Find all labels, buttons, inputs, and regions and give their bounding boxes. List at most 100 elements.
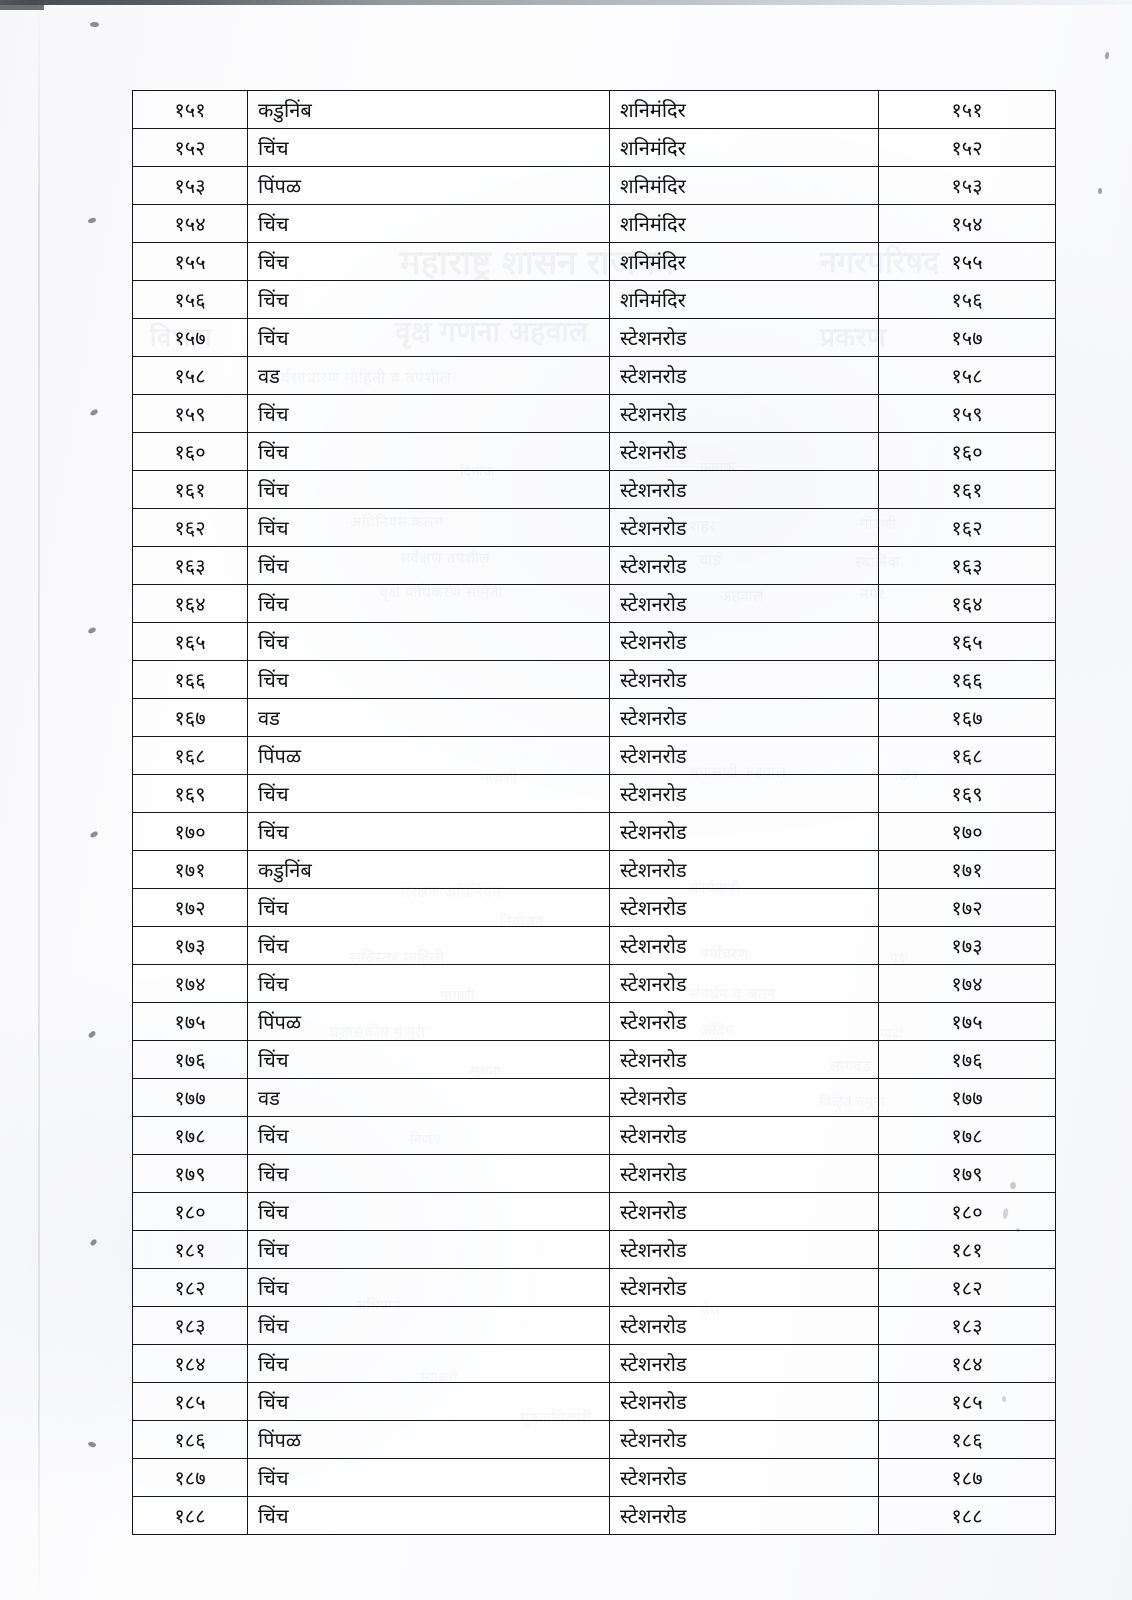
cell-serial-number-repeat: १५४ [878, 204, 1056, 243]
cell-tree-name: चिंच [247, 242, 610, 281]
cell-serial-number: १५७ [132, 318, 248, 357]
margin-speck [89, 408, 99, 417]
cell-serial-number-repeat: १६९ [878, 774, 1056, 813]
cell-serial-number: १६९ [132, 774, 248, 813]
cell-serial-number: १७२ [132, 888, 248, 927]
cell-serial-number: १६५ [132, 622, 248, 661]
table-row: १६७ वड स्टेशनरोड १६७ [132, 698, 1056, 737]
table-row: १७३ चिंच स्टेशनरोड १७३ [132, 926, 1056, 965]
cell-location: शनिमंदिर [609, 90, 879, 129]
table-row: १७९ चिंच स्टेशनरोड १७९ [132, 1154, 1056, 1193]
table-row: १६९ चिंच स्टेशनरोड १६९ [132, 774, 1056, 813]
cell-serial-number: १८६ [132, 1420, 248, 1459]
cell-location: स्टेशनरोड [609, 394, 879, 433]
cell-serial-number-repeat: १५२ [878, 128, 1056, 167]
cell-serial-number: १५१ [132, 90, 248, 129]
cell-serial-number-repeat: १८२ [878, 1268, 1056, 1307]
cell-tree-name: चिंच [247, 280, 610, 319]
cell-tree-name: चिंच [247, 128, 610, 167]
cell-tree-name: चिंच [247, 888, 610, 927]
cell-serial-number: १५६ [132, 280, 248, 319]
table-row: १७० चिंच स्टेशनरोड १७० [132, 812, 1056, 851]
cell-serial-number: १६२ [132, 508, 248, 547]
cell-serial-number: १८३ [132, 1306, 248, 1345]
cell-location: स्टेशनरोड [609, 432, 879, 471]
cell-location: स्टेशनरोड [609, 850, 879, 889]
table-row: १८२ चिंच स्टेशनरोड १८२ [132, 1268, 1056, 1307]
scanner-corner-mark [0, 0, 44, 10]
table-row: १६० चिंच स्टेशनरोड १६० [132, 432, 1056, 471]
page-crease-line [38, 0, 40, 1600]
table-row: १७१ कडुनिंब स्टेशनरोड १७१ [132, 850, 1056, 889]
table-row: १६२ चिंच स्टेशनरोड १६२ [132, 508, 1056, 547]
cell-tree-name: चिंच [247, 1344, 610, 1383]
cell-location: स्टेशनरोड [609, 1040, 879, 1079]
cell-serial-number: १६६ [132, 660, 248, 699]
cell-location: स्टेशनरोड [609, 508, 879, 547]
table-row: १५९ चिंच स्टेशनरोड १५९ [132, 394, 1056, 433]
cell-serial-number-repeat: १५८ [878, 356, 1056, 395]
cell-location: स्टेशनरोड [609, 1420, 879, 1459]
cell-serial-number-repeat: १८१ [878, 1230, 1056, 1269]
cell-serial-number-repeat: १६१ [878, 470, 1056, 509]
cell-location: स्टेशनरोड [609, 356, 879, 395]
table-row: १५५ चिंच शनिमंदिर १५५ [132, 242, 1056, 281]
cell-location: स्टेशनरोड [609, 888, 879, 927]
cell-tree-name: चिंच [247, 1116, 610, 1155]
cell-serial-number-repeat: १६८ [878, 736, 1056, 775]
cell-serial-number: १५४ [132, 204, 248, 243]
margin-speck [89, 21, 100, 28]
cell-location: स्टेशनरोड [609, 1344, 879, 1383]
cell-location: शनिमंदिर [609, 166, 879, 205]
cell-serial-number-repeat: १७७ [878, 1078, 1056, 1117]
cell-serial-number-repeat: १८६ [878, 1420, 1056, 1459]
cell-serial-number-repeat: १६२ [878, 508, 1056, 547]
table-row: १५३ पिंपळ शनिमंदिर १५३ [132, 166, 1056, 205]
cell-tree-name: चिंच [247, 964, 610, 1003]
cell-serial-number-repeat: १८७ [878, 1458, 1056, 1497]
cell-tree-name: चिंच [247, 432, 610, 471]
cell-location: स्टेशनरोड [609, 1116, 879, 1155]
cell-tree-name: चिंच [247, 470, 610, 509]
cell-location: स्टेशनरोड [609, 660, 879, 699]
cell-serial-number: १७४ [132, 964, 248, 1003]
cell-location: स्टेशनरोड [609, 1306, 879, 1345]
cell-serial-number-repeat: १६७ [878, 698, 1056, 737]
cell-serial-number: १६१ [132, 470, 248, 509]
cell-serial-number: १८७ [132, 1458, 248, 1497]
tree-census-table: १५१ कडुनिंब शनिमंदिर १५१ १५२ चिंच शनिमंदिर १५२ १… [132, 90, 1056, 1535]
cell-location: शनिमंदिर [609, 280, 879, 319]
cell-location: स्टेशनरोड [609, 1078, 879, 1117]
cell-serial-number: १८१ [132, 1230, 248, 1269]
cell-location: स्टेशनरोड [609, 1496, 879, 1535]
cell-serial-number: १७० [132, 812, 248, 851]
table-row: १७७ वड स्टेशनरोड १७७ [132, 1078, 1056, 1117]
table-row: १५४ चिंच शनिमंदिर १५४ [132, 204, 1056, 243]
cell-serial-number-repeat: १५१ [878, 90, 1056, 129]
cell-serial-number: १८८ [132, 1496, 248, 1535]
cell-location: स्टेशनरोड [609, 812, 879, 851]
table-row: १७८ चिंच स्टेशनरोड १७८ [132, 1116, 1056, 1155]
cell-location: स्टेशनरोड [609, 318, 879, 357]
cell-serial-number: १६४ [132, 584, 248, 623]
cell-tree-name: पिंपळ [247, 1002, 610, 1041]
cell-serial-number-repeat: १५३ [878, 166, 1056, 205]
cell-serial-number-repeat: १७१ [878, 850, 1056, 889]
cell-tree-name: चिंच [247, 1306, 610, 1345]
table-row: १८७ चिंच स्टेशनरोड १८७ [132, 1458, 1056, 1497]
cell-serial-number-repeat: १७३ [878, 926, 1056, 965]
cell-tree-name: चिंच [247, 394, 610, 433]
cell-location: स्टेशनरोड [609, 1382, 879, 1421]
cell-serial-number-repeat: १८८ [878, 1496, 1056, 1535]
table-row: १५७ चिंच स्टेशनरोड १५७ [132, 318, 1056, 357]
table-row: १८६ पिंपळ स्टेशनरोड १८६ [132, 1420, 1056, 1459]
cell-tree-name: चिंच [247, 1192, 610, 1231]
cell-tree-name: चिंच [247, 204, 610, 243]
cell-serial-number: १५९ [132, 394, 248, 433]
cell-tree-name: चिंच [247, 1230, 610, 1269]
cell-serial-number-repeat: १६३ [878, 546, 1056, 585]
cell-serial-number-repeat: १८३ [878, 1306, 1056, 1345]
cell-location: स्टेशनरोड [609, 1458, 879, 1497]
cell-serial-number-repeat: १६० [878, 432, 1056, 471]
cell-tree-name: चिंच [247, 1458, 610, 1497]
